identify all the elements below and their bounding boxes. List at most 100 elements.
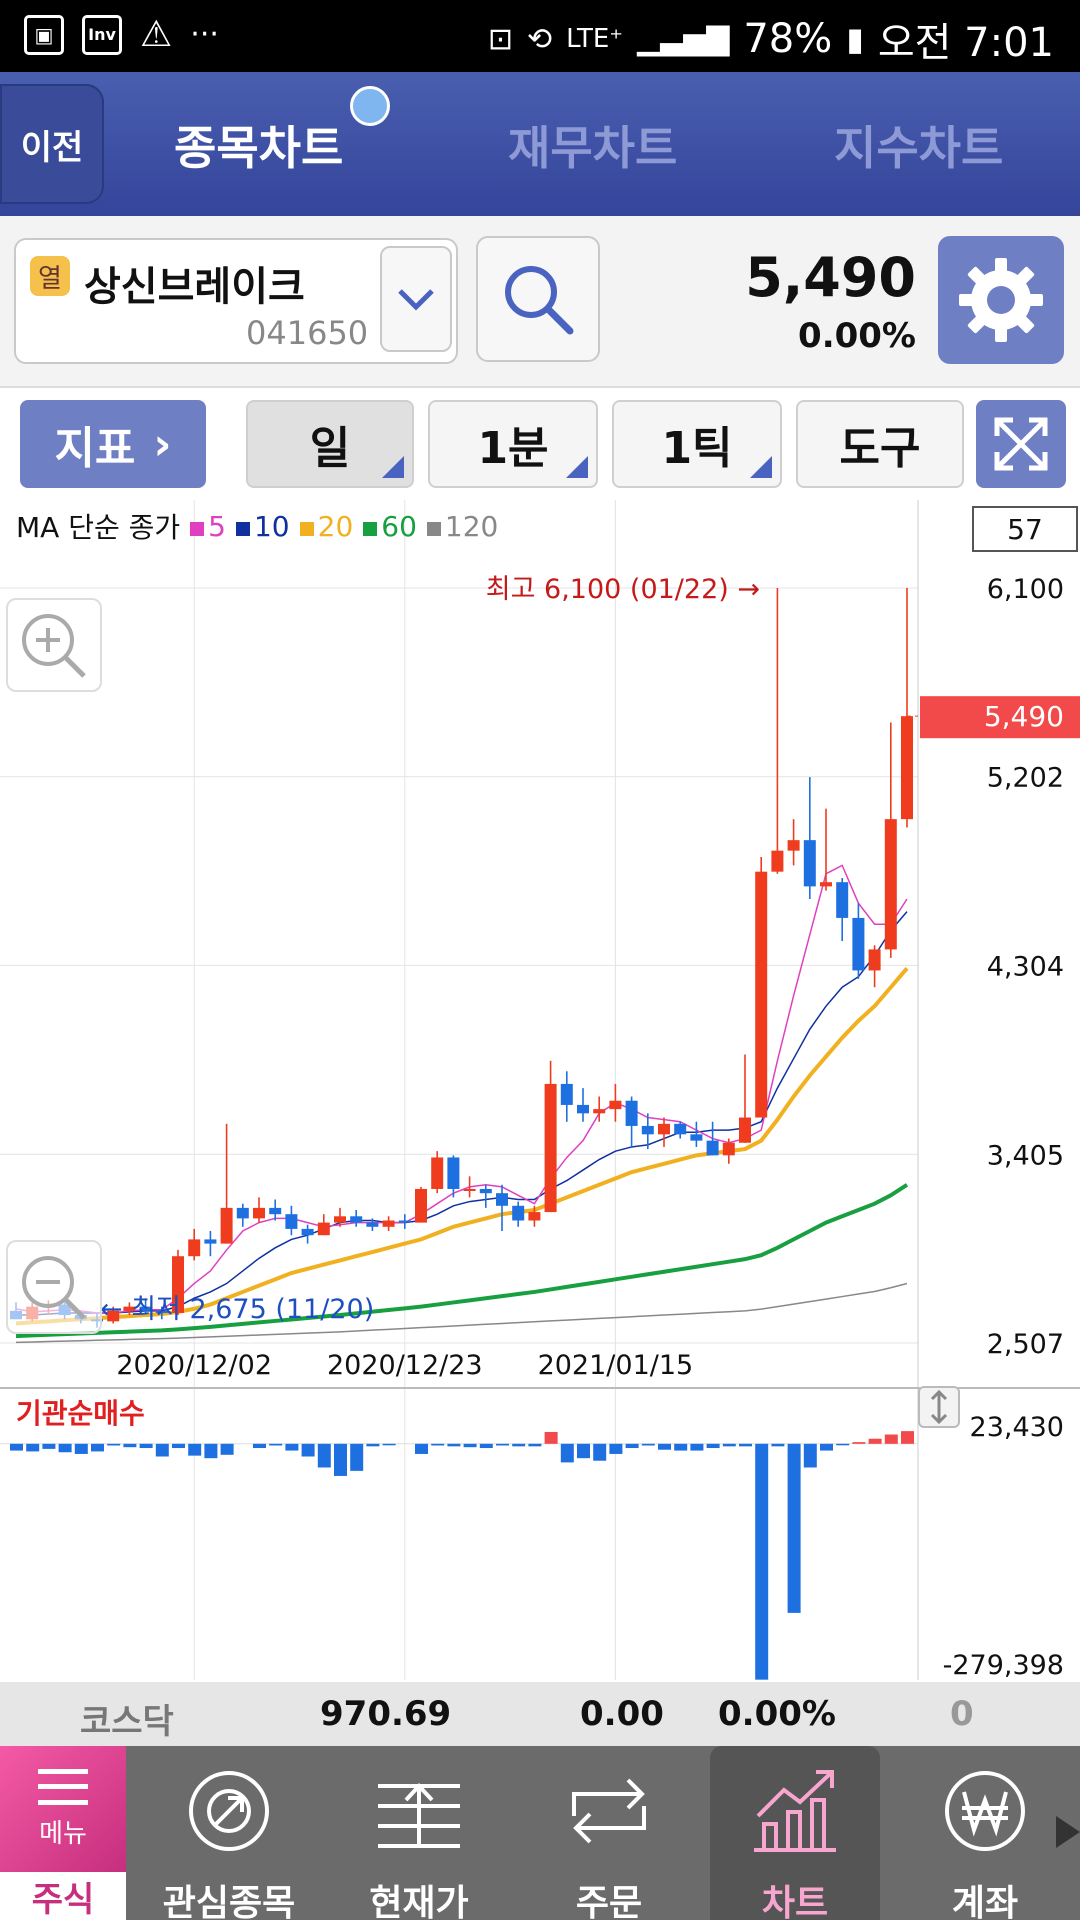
nav-account[interactable]: 계좌 — [900, 1746, 1070, 1924]
sub-bar — [852, 1442, 866, 1444]
sub-bar — [123, 1443, 137, 1448]
candle-body — [706, 1140, 719, 1156]
sub-bar — [172, 1443, 185, 1449]
dropdown-corner-icon — [750, 456, 772, 478]
won-currency-icon — [945, 1771, 1025, 1851]
price-tick-label: 6,100 — [987, 574, 1064, 605]
sub-bar — [26, 1443, 40, 1452]
candle-body — [512, 1205, 525, 1221]
sub-bar — [739, 1443, 752, 1447]
ma20-line — [15, 967, 909, 1326]
candle-body — [172, 1256, 184, 1313]
menu-label: 메뉴 — [39, 1818, 87, 1849]
tools-button[interactable]: 도구 — [796, 400, 964, 488]
investing-icon: Inv — [82, 14, 122, 55]
sub-chart-title: 기관순매수 — [16, 1397, 145, 1430]
candle-count-box[interactable]: 57 — [972, 506, 1078, 552]
candle-body — [253, 1207, 265, 1219]
candle-body — [755, 871, 768, 1118]
sub-bar — [188, 1443, 202, 1456]
price-tick-label: 5,202 — [987, 763, 1064, 794]
sub-bar — [91, 1443, 104, 1452]
back-button[interactable]: 이전 — [0, 84, 104, 204]
ma60-line — [15, 1183, 909, 1339]
nav-order[interactable]: 주문 — [524, 1746, 694, 1924]
stock-category-tab[interactable]: 주식 — [0, 1872, 126, 1920]
sub-bar — [560, 1443, 574, 1463]
sub-bar — [577, 1443, 590, 1459]
candle-body — [868, 949, 881, 971]
price-chart[interactable]: 6,100 5,202 4,304 3,405 2,507 2020/12/02 2020/… — [0, 500, 1080, 1680]
clock: 오전 7:01 — [877, 20, 1054, 66]
candle-body — [528, 1212, 541, 1221]
hamburger-icon — [38, 1768, 88, 1805]
fullscreen-button[interactable] — [976, 400, 1066, 488]
chevron-down-icon — [398, 289, 434, 311]
minute-label: 1분 — [477, 423, 549, 474]
network-type: LTE⁺ — [566, 24, 624, 54]
ma-legend-item-60: 60 — [363, 510, 417, 543]
search-button[interactable] — [476, 236, 600, 362]
sub-bar — [706, 1443, 720, 1449]
price-tick-label: 3,405 — [987, 1140, 1064, 1171]
battery-icon: ▮ — [846, 20, 864, 58]
high-annotation: 최고 6,100 (01/22) → — [486, 574, 760, 605]
sub-bar — [496, 1443, 509, 1446]
sub-bar — [269, 1443, 283, 1446]
settings-button[interactable] — [938, 236, 1064, 364]
sub-bar — [301, 1443, 315, 1457]
sub-bar — [787, 1443, 801, 1613]
nav-watchlist[interactable]: 관심종목 — [144, 1746, 314, 1924]
dropdown-corner-icon — [382, 456, 404, 478]
candle-body — [301, 1228, 314, 1236]
index-name: 코스닥 — [80, 1702, 174, 1742]
tab-stock-chart[interactable]: 종목차트 — [174, 121, 344, 175]
indicator-label: 지표 — [54, 423, 136, 474]
sub-tick-label: -279,398 — [943, 1650, 1064, 1680]
resize-handle-icon[interactable] — [918, 1386, 960, 1428]
candle-body — [382, 1220, 395, 1227]
zoom-out-icon — [22, 1256, 86, 1320]
candle-body — [220, 1207, 233, 1244]
sub-bar — [204, 1443, 218, 1459]
sub-bar — [803, 1443, 817, 1468]
sub-bar — [285, 1443, 299, 1451]
candle-body — [560, 1083, 573, 1105]
ma5-line — [15, 864, 908, 1314]
sub-bar — [74, 1443, 88, 1454]
stock-dropdown-button[interactable] — [380, 246, 452, 352]
candle-body — [496, 1193, 508, 1206]
nav-watchlist-label: 관심종목 — [162, 1883, 296, 1924]
more-notifications-icon: ··· — [190, 17, 219, 52]
minute-button[interactable]: 1분 — [428, 400, 598, 488]
nav-chart[interactable]: 차트 — [710, 1746, 880, 1924]
sub-bar — [593, 1443, 607, 1461]
tab-financial-chart[interactable]: 재무차트 — [508, 121, 678, 175]
candle-body — [593, 1109, 606, 1114]
sub-bar — [544, 1431, 558, 1444]
tools-label: 도구 — [839, 423, 921, 474]
tab-index-chart[interactable]: 지수차트 — [834, 121, 1004, 175]
top-nav: 이전 종목차트 재무차트 지수차트 — [0, 72, 1080, 216]
current-price-badge — [920, 696, 1080, 739]
sub-bar — [10, 1443, 23, 1451]
sub-bar — [350, 1443, 364, 1471]
index-volume: 0 — [950, 1694, 974, 1734]
menu-button[interactable]: 메뉴 — [0, 1746, 126, 1872]
candle-body — [787, 840, 800, 851]
zoom-in-button[interactable] — [6, 598, 102, 692]
zoom-out-button[interactable] — [6, 1240, 102, 1334]
index-bar[interactable]: 코스닥 970.69 0.00 0.00% 0 — [0, 1682, 1080, 1746]
mobile-sync-icon[interactable] — [350, 86, 390, 126]
ma-legend: MA 단순 종가 5 10 20 60 120 — [16, 506, 498, 546]
nav-chart-label: 차트 — [761, 1883, 829, 1924]
candle-body — [739, 1117, 751, 1143]
nav-more-arrow-icon[interactable] — [1056, 1816, 1080, 1848]
sub-bar — [868, 1438, 882, 1444]
tick-button[interactable]: 1틱 — [612, 400, 782, 488]
indicator-button[interactable]: 지표 › — [20, 400, 206, 488]
nav-current-price[interactable]: 현재가 — [334, 1746, 504, 1924]
warning-icon: ⚠ — [140, 14, 173, 55]
period-day-button[interactable]: 일 — [246, 400, 414, 488]
candle-body — [609, 1100, 622, 1110]
